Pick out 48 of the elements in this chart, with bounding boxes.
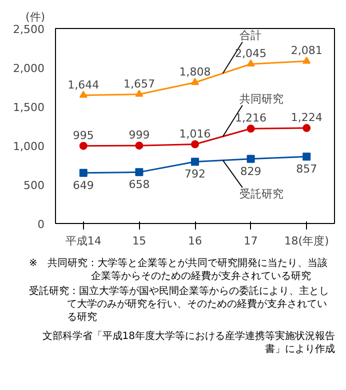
point [191,140,199,148]
x-tick-label: 平成14 [65,234,102,248]
data-label: 792 [184,168,206,181]
point [302,124,311,132]
data-label: 1,216 [235,112,267,125]
point [79,142,88,150]
data-label: 1,657 [123,77,155,90]
y-tick-label: 0 [38,218,44,231]
point [191,78,199,85]
text: ※ 共同研究：大学等と企業等とが共同で研究開発に当たり、当該企業等からそのための経費が支弁されている研究 [28,257,328,283]
data-label: 2,045 [235,46,267,60]
y-axis-title: (件) [26,10,46,24]
text: 共同研究 [240,92,284,106]
text: 文部科学省「平成18年度大学等における産学連携等実施状況報告書」により作成 [41,330,335,356]
series-label: 合計 [240,29,262,42]
data-label: 1,808 [179,65,211,78]
data-label: 857 [296,162,318,176]
text: 受託研究：国立大学等が国や民間企業等からの委託により、主として大学のみが研究を行い、そのための経費が支弁されている研究 [28,285,330,324]
data-label: 658 [128,178,150,192]
point [246,59,255,67]
y-tick-label: 1,500 [13,101,45,114]
x-tick-label: 15 [132,234,146,248]
point [246,154,255,163]
x-tick-label: 16 [188,234,202,248]
data-label: 999 [128,128,150,142]
point [246,124,255,133]
point [191,158,199,166]
y-tick-label: 2,500 [13,23,45,36]
data-label: 1,224 [290,111,322,124]
category-label: 18(年度) [284,234,329,248]
point [302,152,311,161]
x-tick-label: 17 [244,234,258,248]
point [135,168,144,176]
y-tick-label: 500 [24,179,45,192]
y-tick-label: 1,000 [13,140,45,153]
text: 受託研究 [240,188,284,201]
point [79,168,88,177]
data-label: 1,644 [68,78,100,92]
point [135,142,144,150]
data-label: 649 [72,178,94,192]
point [302,56,311,64]
point [135,90,144,97]
y-tick-label: 2,000 [13,62,45,75]
data-label: 1,016 [179,127,211,140]
data-label: 2,081 [290,44,322,58]
data-label: 995 [72,128,94,142]
point [79,90,88,98]
data-label: 829 [240,164,262,178]
